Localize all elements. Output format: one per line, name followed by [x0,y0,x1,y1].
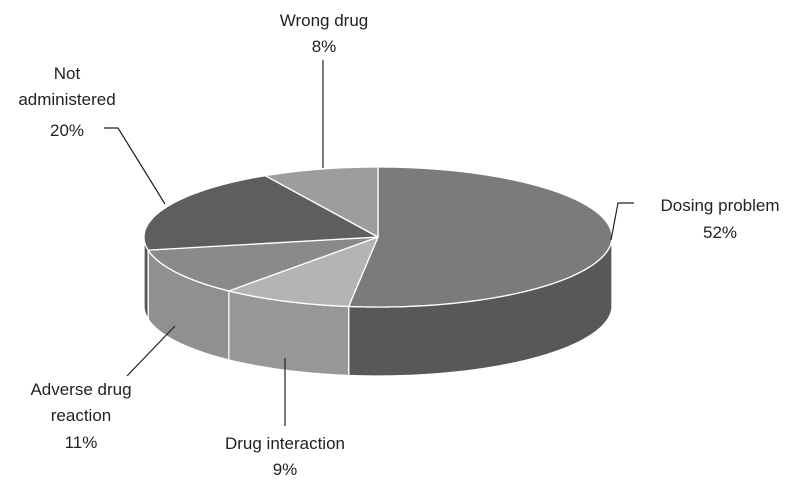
leader-not-administered [104,127,166,205]
value-drug-interaction: 9% [273,460,298,479]
leader-dosing-problem [610,202,634,241]
slice-dosing-problem [348,166,613,308]
value-adverse-drug-reaction: 11% [65,433,98,452]
label-adverse-drug-reaction-line1: Adverse drug [30,380,131,399]
value-not-administered: 20% [50,121,84,140]
label-not-administered-line1: Not [54,64,81,83]
label-wrong-drug: Wrong drug [280,11,369,30]
label-drug-interaction: Drug interaction [225,434,345,453]
slice-wrong-drug [264,166,379,238]
slice-drug-interaction [228,236,379,308]
pie-top-faces [143,166,613,308]
value-dosing-problem: 52% [703,223,737,242]
label-not-administered-line2: administered [18,90,115,109]
label-adverse-drug-reaction-line2: reaction [51,406,111,425]
label-dosing-problem: Dosing problem [660,196,779,215]
leader-adverse-drug-reaction [126,325,176,377]
slice-adverse-drug-reaction [147,236,379,292]
value-wrong-drug: 8% [312,37,337,56]
slice-not-administered [143,175,379,251]
leader-lines [104,60,634,426]
